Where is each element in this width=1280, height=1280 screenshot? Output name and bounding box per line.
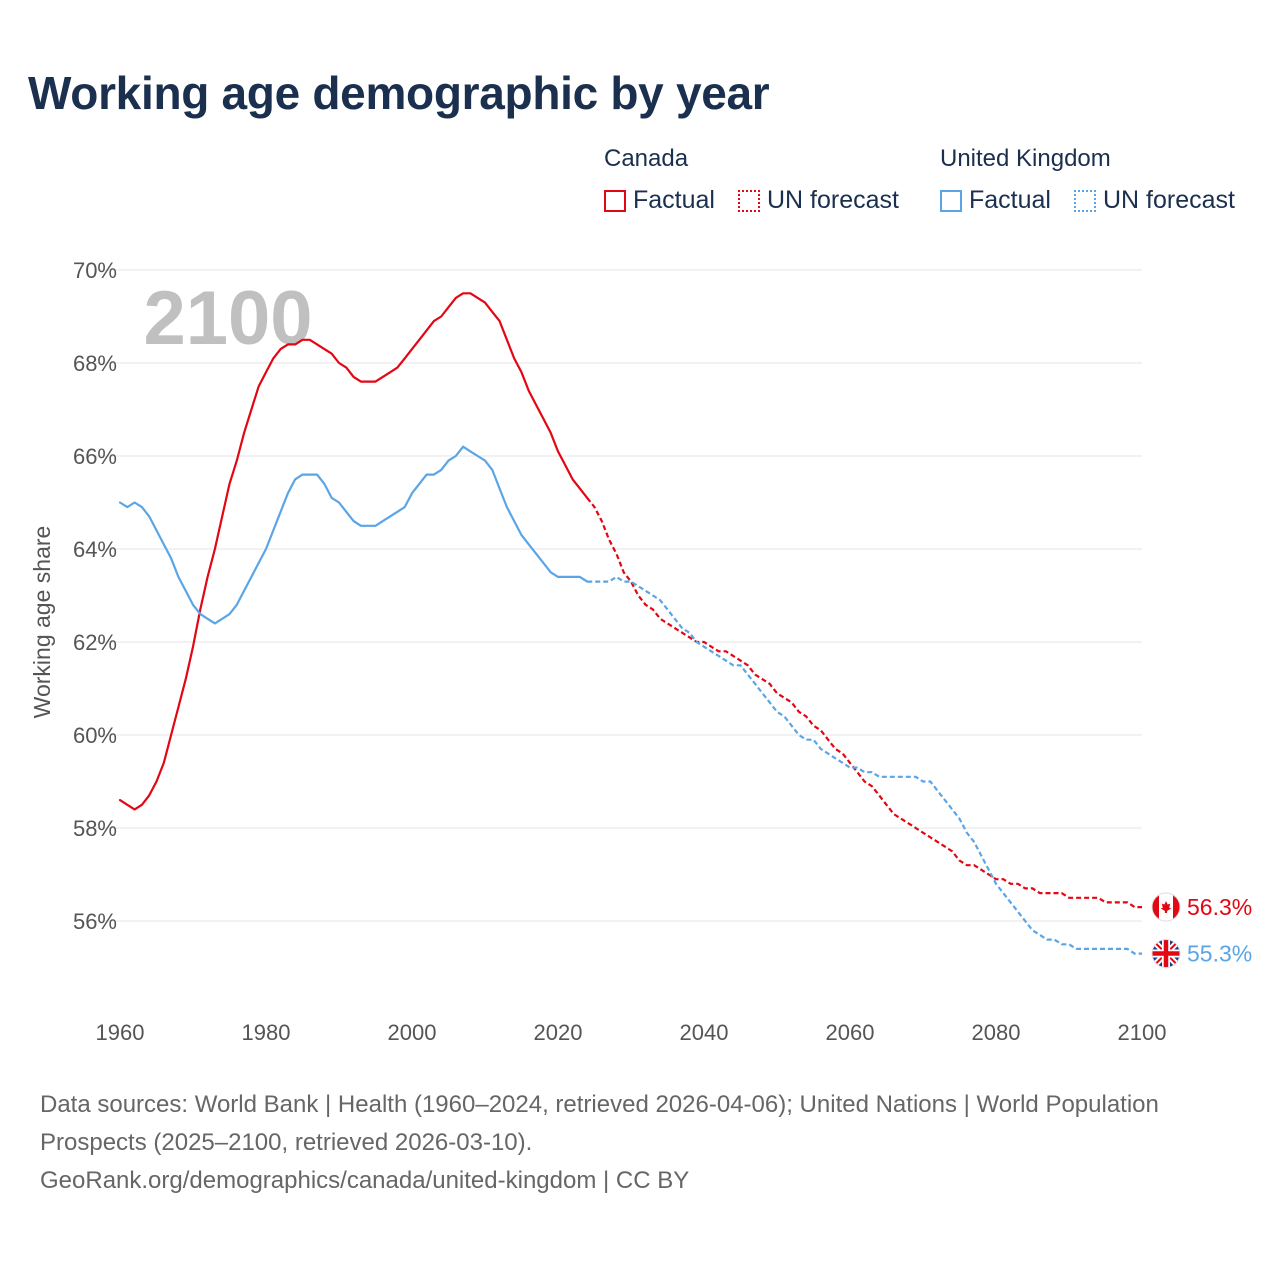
legend-uk-forecast[interactable]: UN forecast [1074, 186, 1235, 215]
legend-swatch-dotted [738, 189, 760, 212]
x-axis-ticks: 1960 1980 2000 2020 2040 2060 2080 2100 [96, 1020, 1167, 1045]
y-tick-label: 60% [73, 723, 117, 748]
maple-leaf [1160, 901, 1172, 914]
y-tick-label: 64% [73, 537, 117, 562]
x-tick-label: 2020 [534, 1020, 583, 1045]
uk-flag-icon [1151, 939, 1181, 969]
flag-cross-red [1152, 939, 1180, 968]
y-tick-label: 68% [73, 351, 117, 376]
series-line-united-kingdom-factual [118, 445, 589, 625]
footer-source-text: Data sources: World Bank | Health (1960–… [40, 1091, 1159, 1156]
x-tick-label: 1980 [242, 1020, 291, 1045]
footer-sources: Data sources: World Bank | Health (1960–… [40, 1086, 1240, 1200]
end-value-label-canada: 56.3% [1187, 894, 1252, 920]
series-line-canada-factual [118, 292, 589, 811]
legend-uk-factual[interactable]: Factual [940, 186, 1051, 215]
y-axis-title: Working age share [29, 526, 55, 719]
end-value-label-united-kingdom: 55.3% [1187, 941, 1252, 967]
series-line-united-kingdom-forecast [587, 575, 1142, 955]
x-tick-label: 2080 [972, 1020, 1021, 1045]
legend-label: UN forecast [1103, 186, 1235, 214]
flag-ring [1151, 939, 1181, 969]
flag-band-left [1152, 893, 1159, 922]
line-chart: 56% 58% 60% 62% 64% 66% 68% 70% 1960 1980 2000 202… [29, 258, 1252, 1045]
flag-graphic [1152, 893, 1180, 922]
end-markers: 56.3% 55.3% [1151, 892, 1252, 969]
legend-label: Factual [969, 186, 1051, 214]
series-line-canada-forecast [586, 497, 1142, 909]
legend-canada-forecast[interactable]: UN forecast [738, 186, 899, 215]
legend-swatch-dotted [1074, 189, 1096, 212]
y-tick-label: 62% [73, 630, 117, 655]
footer-attribution: GeoRank.org/demographics/canada/united-k… [40, 1167, 690, 1194]
chart-title: Working age demographic by year [28, 67, 770, 119]
y-tick-label: 66% [73, 444, 117, 469]
legend-swatch-solid [940, 189, 962, 212]
x-tick-label: 2040 [680, 1020, 729, 1045]
y-tick-label: 58% [73, 816, 117, 841]
y-axis-ticks: 56% 58% 60% 62% 64% 66% 68% 70% [73, 258, 117, 934]
legend-swatch-solid [604, 189, 626, 212]
series-lines [118, 292, 1142, 955]
flag-graphic [1152, 939, 1180, 968]
legend-label: UN forecast [767, 186, 899, 214]
legend-group-canada: Canada [604, 145, 689, 172]
x-tick-label: 2060 [826, 1020, 875, 1045]
gridlines [96, 269, 1142, 922]
canada-flag-icon [1151, 892, 1181, 922]
year-watermark: 2100 [143, 276, 312, 361]
x-tick-label: 2000 [388, 1020, 437, 1045]
flag-band-right [1173, 893, 1180, 922]
x-tick-label: 1960 [96, 1020, 145, 1045]
y-tick-label: 70% [73, 258, 117, 283]
legend-label: Factual [633, 186, 715, 214]
y-tick-label: 56% [73, 909, 117, 934]
flag-ring [1151, 892, 1181, 922]
legend-group-united-kingdom: United Kingdom [940, 145, 1111, 172]
legend-canada-factual[interactable]: Factual [604, 186, 715, 215]
x-tick-label: 2100 [1118, 1020, 1167, 1045]
